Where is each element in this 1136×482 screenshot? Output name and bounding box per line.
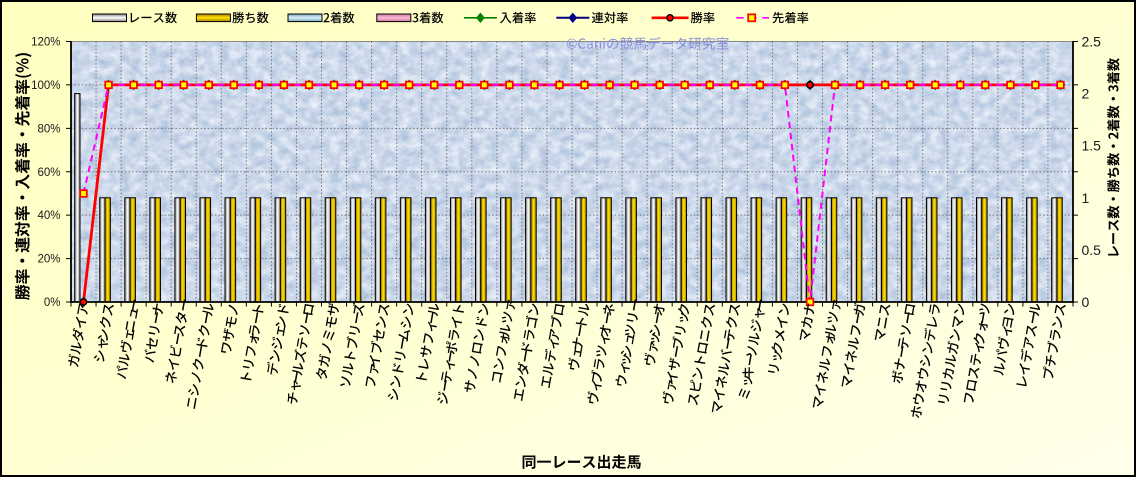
svg-text:80%: 80% bbox=[37, 123, 60, 135]
svg-text:40%: 40% bbox=[37, 210, 60, 222]
svg-text:2: 2 bbox=[1082, 86, 1090, 102]
svg-text:60%: 60% bbox=[37, 167, 60, 179]
svg-text:0.5: 0.5 bbox=[1082, 242, 1102, 258]
svg-text:0: 0 bbox=[1082, 294, 1090, 310]
svg-text:100%: 100% bbox=[31, 80, 60, 92]
svg-text:0%: 0% bbox=[44, 297, 61, 309]
svg-text:20%: 20% bbox=[37, 254, 60, 266]
svg-text:120%: 120% bbox=[31, 37, 60, 49]
svg-text:1.5: 1.5 bbox=[1082, 138, 1102, 154]
svg-text:1: 1 bbox=[1082, 190, 1090, 206]
svg-text:2.5: 2.5 bbox=[1082, 34, 1102, 50]
